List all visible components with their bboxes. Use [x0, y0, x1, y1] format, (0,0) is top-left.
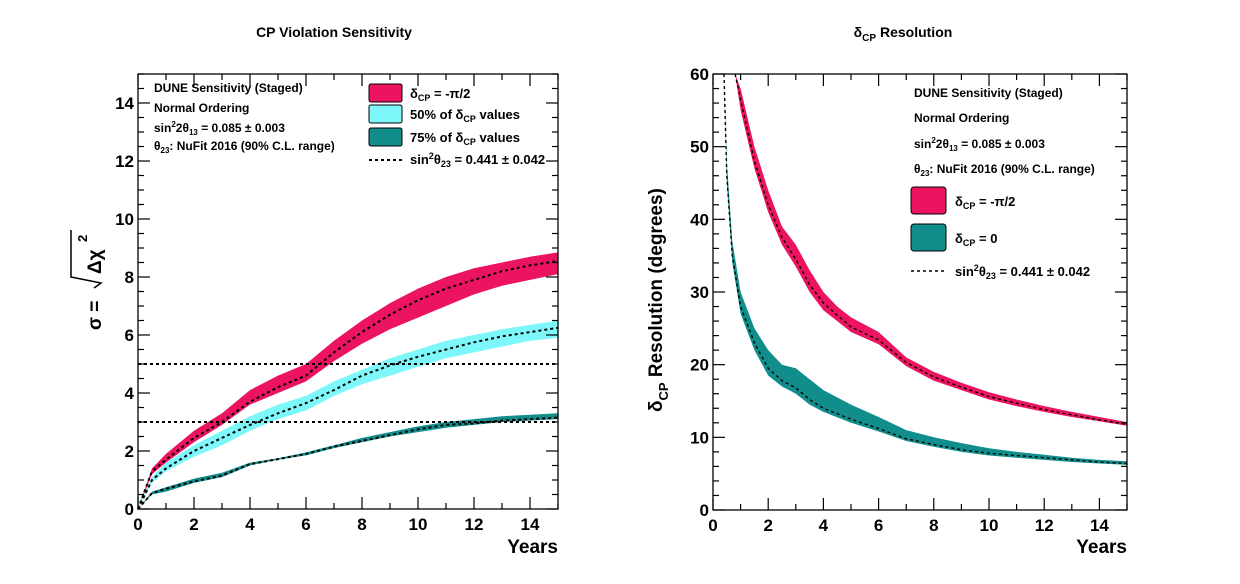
left-x-tick-label: 10 — [409, 515, 428, 534]
left-y-axis-label-main: σ = — [85, 301, 106, 330]
right-x-tick-label: 8 — [929, 516, 938, 535]
left-y-tick-label: 4 — [125, 384, 135, 403]
left-chart: CP Violation Sensitivity 0 2 4 6 8 10 12… — [70, 24, 559, 558]
left-legend-swatch-teal — [368, 127, 403, 147]
right-x-tick-label: 2 — [763, 516, 772, 535]
left-x-tick-label: 14 — [521, 515, 540, 534]
right-x-tick-label: 6 — [874, 516, 883, 535]
left-y-tick-label: 12 — [115, 152, 134, 171]
right-midline-teal — [723, 74, 1127, 465]
left-x-tick-label: 4 — [245, 515, 255, 534]
right-annotation-line: Normal Ordering — [914, 111, 1009, 125]
right-annotation-block: DUNE Sensitivity (Staged) Normal Orderin… — [914, 86, 1095, 178]
left-x-axis-label: Years — [507, 537, 558, 558]
right-y-tick-label: 30 — [690, 283, 709, 302]
left-y-tick-label: 10 — [115, 210, 134, 229]
left-bands — [137, 252, 559, 510]
left-y-axis-label-superscript: 2 — [75, 235, 90, 242]
right-y-tick-label: 0 — [700, 501, 709, 520]
right-y-tick-label: 50 — [690, 138, 709, 157]
left-annotation-line: θ23: NuFit 2016 (90% C.L. range) — [154, 139, 335, 155]
left-midline-teal — [137, 416, 559, 510]
right-y-tick-label: 10 — [690, 428, 709, 447]
left-y-axis-label: σ = Δχ 2 — [70, 230, 106, 330]
right-chart-title: δCP Resolution — [854, 24, 953, 44]
right-x-tick-label: 12 — [1035, 516, 1054, 535]
right-x-axis-label: Years — [1076, 537, 1127, 558]
left-band-cyan — [138, 320, 558, 509]
left-y-tick-label: 2 — [125, 442, 134, 461]
left-legend-swatch-red — [368, 83, 403, 103]
right-legend-label-teal: δCP = 0 — [955, 231, 997, 248]
right-legend: δCP = -π/2 δCP = 0 sin2θ23 = 0.441 ± 0.0… — [910, 186, 1090, 281]
left-chart-title: CP Violation Sensitivity — [256, 24, 412, 40]
left-annotation-line: sin22θ13 = 0.085 ± 0.003 — [154, 120, 285, 137]
right-y-axis-label: δCP Resolution (degrees) — [646, 188, 671, 412]
left-x-tick-label: 8 — [357, 515, 366, 534]
left-y-tick-label: 6 — [125, 326, 134, 345]
right-annotation-line: θ23: NuFit 2016 (90% C.L. range) — [914, 162, 1095, 178]
left-legend-label-cyan: 50% of δCP values — [410, 107, 520, 124]
right-x-tick-label: 10 — [980, 516, 999, 535]
right-chart: δCP Resolution 0 2 4 6 8 10 12 14 0 10 2… — [646, 24, 1128, 558]
right-legend-label-red: δCP = -π/2 — [955, 194, 1015, 211]
right-bands — [723, 74, 1127, 465]
right-y-tick-labels: 0 10 20 30 40 50 60 — [690, 65, 709, 520]
right-x-tick-label: 14 — [1090, 516, 1109, 535]
left-annotation-line: Normal Ordering — [154, 101, 249, 115]
left-midline-red — [137, 260, 559, 510]
right-legend-swatch-teal — [910, 223, 947, 252]
right-y-tick-label: 20 — [690, 356, 709, 375]
right-annotation-line: sin22θ13 = 0.085 ± 0.003 — [914, 136, 1045, 153]
left-x-tick-label: 2 — [189, 515, 198, 534]
left-annotation-block: DUNE Sensitivity (Staged) Normal Orderin… — [154, 81, 335, 155]
left-y-tick-label: 8 — [125, 268, 134, 287]
left-x-tick-labels: 0 2 4 6 8 10 12 14 — [133, 515, 540, 534]
right-y-tick-label: 60 — [690, 65, 709, 84]
svg-text:δCP Resolution (degrees): δCP Resolution (degrees) — [646, 188, 671, 412]
left-y-tick-label: 14 — [115, 94, 134, 113]
left-x-tick-label: 12 — [465, 515, 484, 534]
right-x-tick-label: 4 — [819, 516, 829, 535]
right-midline-red — [734, 74, 1127, 425]
right-x-tick-label: 0 — [708, 516, 717, 535]
left-legend: δCP = -π/2 50% of δCP values 75% of δCP … — [368, 83, 545, 169]
left-y-axis-label-radicand: Δχ — [85, 249, 106, 274]
right-x-tick-labels: 0 2 4 6 8 10 12 14 — [708, 516, 1109, 535]
left-legend-label-red: δCP = -π/2 — [410, 86, 470, 103]
right-annotation-line: DUNE Sensitivity (Staged) — [914, 86, 1063, 100]
left-band-red — [138, 252, 558, 509]
left-legend-swatch-cyan — [368, 104, 403, 124]
left-y-axis-radical-sign — [70, 230, 103, 289]
right-y-tick-label: 40 — [690, 210, 709, 229]
left-y-tick-label: 0 — [125, 500, 134, 519]
left-x-tick-label: 0 — [133, 515, 142, 534]
left-midline-cyan — [137, 326, 559, 510]
left-legend-label-teal: 75% of δCP values — [410, 130, 520, 147]
left-y-tick-labels: 0 2 4 6 8 10 12 14 — [115, 94, 134, 519]
left-legend-label-dashed: sin2θ23 = 0.441 ± 0.042 — [410, 151, 545, 169]
left-annotation-line: DUNE Sensitivity (Staged) — [154, 81, 303, 95]
left-tick-marks — [137, 73, 559, 510]
left-x-tick-label: 6 — [301, 515, 310, 534]
right-legend-swatch-red — [910, 186, 947, 215]
right-legend-label-dashed: sin2θ23 = 0.441 ± 0.042 — [955, 263, 1090, 281]
right-tick-marks — [712, 73, 1128, 511]
